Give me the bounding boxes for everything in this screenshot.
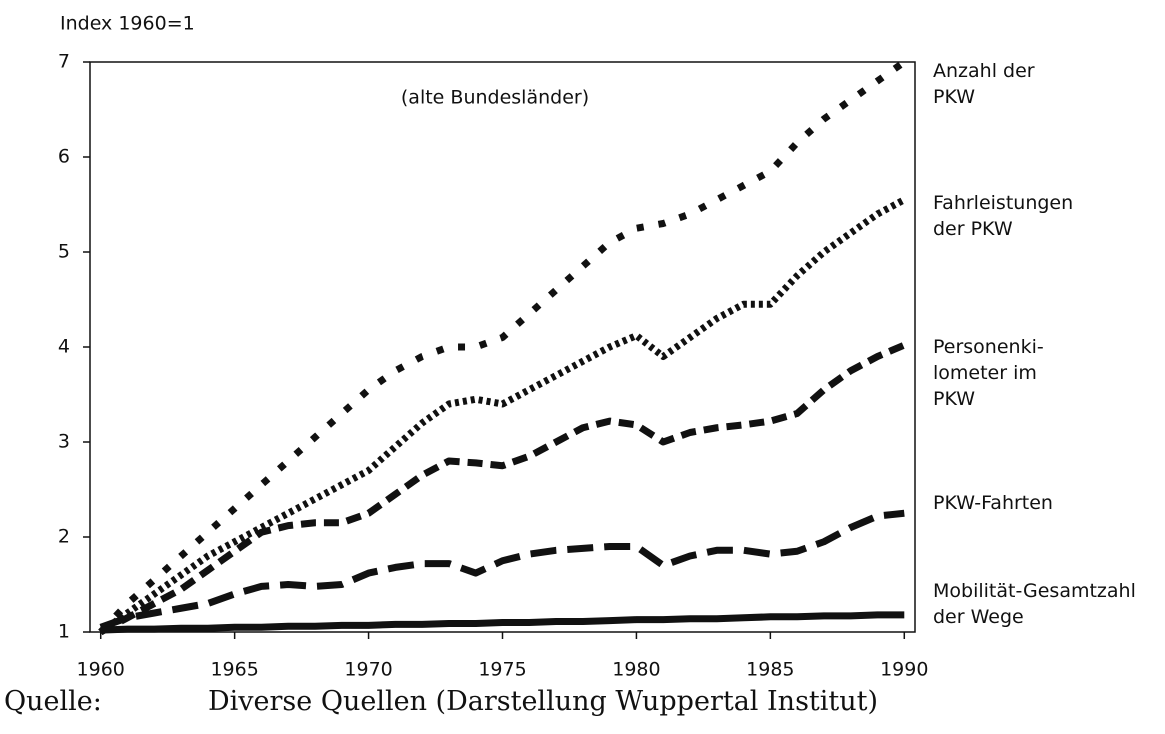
y-tick-label: 5 [58,241,70,263]
y-tick-label: 2 [58,526,70,548]
series-line [98,196,906,635]
series-line [99,509,905,631]
series-line [100,611,905,634]
x-tick-label: 1960 [77,659,125,681]
series-label: Personenki- lometer im PKW [933,336,1044,410]
series-label: Mobilität-Gesamtzahl der Wege [933,580,1136,628]
y-tick-label: 3 [58,431,70,453]
y-tick-label: 4 [58,336,70,358]
y-tick-label: 1 [58,621,70,643]
x-tick-label: 1985 [746,659,794,681]
x-tick-label: 1970 [344,659,392,681]
y-axis-label: Index 1960=1 [60,13,195,35]
series-label: Fahrleistungen der PKW [933,192,1074,240]
source-label: Quelle: [4,686,102,717]
series-label: PKW-Fahrten [933,492,1053,514]
x-tick-label: 1990 [880,659,928,681]
x-tick-label: 1975 [478,659,526,681]
y-tick-label: 7 [58,51,70,73]
series-line [98,59,907,635]
x-tick-label: 1980 [612,659,660,681]
annotation: (alte Bundesländer) [401,87,589,109]
source: Diverse Quellen (Darstellung Wuppertal I… [208,686,879,717]
series-line [99,341,906,636]
series-label: Anzahl der PKW [933,60,1035,108]
y-tick-label: 6 [58,146,70,168]
x-tick-label: 1965 [210,659,258,681]
